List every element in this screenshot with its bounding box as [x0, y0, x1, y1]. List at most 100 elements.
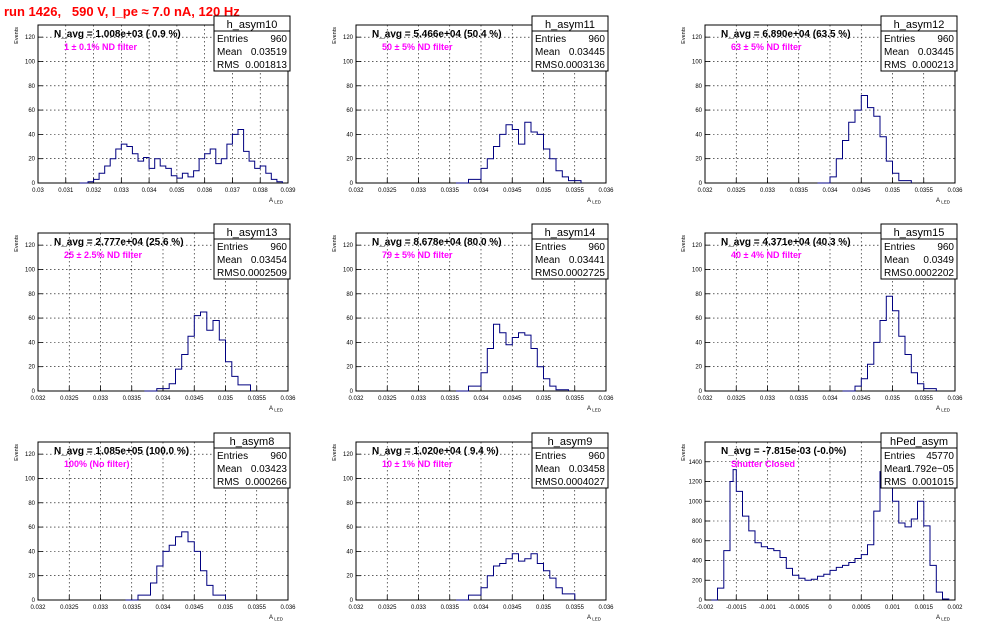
- stats-key: Mean: [217, 47, 242, 58]
- y-tick-label: 80: [28, 292, 35, 298]
- stats-title: h_asym12: [894, 19, 945, 31]
- stats-title: h_asym9: [548, 436, 593, 448]
- x-tick-label: 0.0335: [123, 605, 142, 611]
- histogram-panel-h_asym14: 0.032 0.0325 0.033 0.0335 0.034 0.0345 0.035 0.…: [332, 223, 614, 413]
- stats-key: Mean: [884, 255, 909, 266]
- x-tick-label: 0.033: [411, 605, 427, 611]
- filter-label: 40 ± 4% ND filter: [731, 250, 802, 260]
- x-tick-label: 0.031: [58, 188, 74, 194]
- y-tick-label: 20: [346, 157, 353, 163]
- y-tick-label: 60: [28, 316, 35, 322]
- y-axis-title: Events: [332, 27, 338, 44]
- x-tick-label: -0.0015: [726, 605, 747, 611]
- histogram-panel-h_asym9: 0.032 0.0325 0.033 0.0335 0.034 0.0345 0.035 0.…: [332, 432, 614, 622]
- stats-key: Mean: [884, 47, 909, 58]
- histogram-line-h_asym10: [79, 129, 283, 184]
- y-tick-label: 80: [28, 84, 35, 90]
- y-tick-label: 200: [692, 578, 703, 584]
- y-tick-label: 20: [346, 574, 353, 580]
- stats-box: [880, 223, 958, 280]
- stats-value: 960: [937, 242, 954, 253]
- x-tick-label: 0.034: [822, 396, 838, 402]
- stats-value: 0.03454: [251, 255, 288, 266]
- stats-value: 0.03445: [918, 47, 955, 58]
- stats-key: RMS: [217, 268, 240, 279]
- x-tick-label: 0.0325: [60, 396, 79, 402]
- x-tick-label: 0.034: [155, 396, 171, 402]
- navg-label: N_avg = 5.466e+04 (50.4 %): [372, 29, 502, 40]
- y-tick-label: 120: [343, 243, 354, 249]
- y-tick-label: 60: [28, 525, 35, 531]
- y-tick-label: 20: [28, 365, 35, 371]
- histogram-line-h_asym14: [456, 323, 569, 392]
- stats-key: Entries: [884, 242, 915, 253]
- x-tick-label: 0.0335: [790, 188, 809, 194]
- run-title: run 1426, 590 V, I_pe ≈ 7.0 nA, 120 Hz: [4, 4, 240, 19]
- x-tick-label: 0.034: [473, 188, 489, 194]
- x-tick-label: 0.036: [280, 396, 296, 402]
- filter-label: 50 ± 5% ND filter: [382, 42, 453, 52]
- x-tick-label: 0.032: [697, 396, 713, 402]
- y-tick-label: 100: [692, 267, 703, 273]
- filter-label: 1 ± 0.1% ND filter: [64, 42, 137, 52]
- y-tick-label: 0: [32, 389, 36, 395]
- x-tick-label: 0.033: [93, 605, 109, 611]
- y-tick-label: 40: [346, 549, 353, 555]
- histogram-panel-h_asym10: 0.03 0.031 0.032 0.033 0.034 0.035 0.036 0.037 0…: [14, 15, 296, 205]
- x-tick-label: 0.034: [473, 396, 489, 402]
- stats-box: [531, 223, 609, 280]
- x-tick-label: 0.0335: [123, 396, 142, 402]
- x-tick-label: 0.0325: [727, 396, 746, 402]
- y-tick-label: 40: [695, 340, 702, 346]
- stats-value: 0.03423: [251, 464, 288, 475]
- y-tick-label: 0: [699, 598, 703, 604]
- y-axis-title: Events: [14, 235, 20, 252]
- y-tick-label: 120: [692, 243, 703, 249]
- y-tick-label: 80: [695, 292, 702, 298]
- x-tick-label: 0.034: [822, 188, 838, 194]
- x-tick-label: 0.035: [169, 188, 185, 194]
- x-tick-label: 0.035: [885, 188, 901, 194]
- stats-key: RMS: [217, 477, 240, 488]
- x-tick-label: 0.035: [536, 188, 552, 194]
- x-tick-label: 0.037: [225, 188, 241, 194]
- stats-key: Mean: [535, 464, 560, 475]
- y-axis-title: Events: [332, 444, 338, 461]
- y-tick-label: 100: [343, 476, 354, 482]
- x-tick-label: 0.0345: [852, 188, 871, 194]
- stats-title: hPed_asym: [890, 436, 948, 448]
- x-tick-label: 0: [828, 605, 832, 611]
- stats-box: [531, 15, 609, 72]
- navg-label: N_avg = 4.371e+04 (40.3 %): [721, 237, 851, 248]
- y-axis-title: Events: [681, 235, 687, 252]
- x-tick-label: 0.036: [280, 605, 296, 611]
- x-tick-label: 0.0355: [566, 605, 585, 611]
- stats-key: Entries: [217, 34, 248, 45]
- stats-value: 45770: [926, 451, 954, 462]
- stats-key: RMS: [884, 268, 907, 279]
- x-tick-label: 0.034: [142, 188, 158, 194]
- y-tick-label: 40: [346, 132, 353, 138]
- y-axis-title: Events: [681, 27, 687, 44]
- histogram-line-h_asym11: [456, 121, 582, 184]
- x-tick-label: 0.0005: [852, 605, 871, 611]
- x-axis-title: A LED: [936, 406, 951, 413]
- x-tick-label: 0.038: [253, 188, 269, 194]
- histogram-panel-h_asym12: 0.032 0.0325 0.033 0.0335 0.034 0.0345 0.035 0.…: [681, 15, 963, 205]
- y-tick-label: 60: [346, 525, 353, 531]
- navg-label: N_avg = 2.777e+04 (25.6 %): [54, 237, 184, 248]
- histogram-panel-h_asym13: 0.032 0.0325 0.033 0.0335 0.034 0.0345 0.035 0.…: [14, 223, 296, 413]
- y-axis-title: Events: [681, 444, 687, 461]
- x-tick-label: 0.035: [218, 605, 234, 611]
- x-tick-label: 0.0325: [727, 188, 746, 194]
- x-tick-label: 0.0325: [378, 188, 397, 194]
- y-tick-label: 100: [25, 59, 36, 65]
- y-tick-label: 40: [346, 340, 353, 346]
- x-tick-label: 0.0355: [248, 605, 267, 611]
- y-tick-label: 0: [699, 181, 703, 187]
- y-tick-label: 60: [695, 316, 702, 322]
- x-tick-label: 0.0355: [566, 188, 585, 194]
- stats-box: [531, 432, 609, 489]
- stats-value: 0.0003136: [558, 60, 606, 71]
